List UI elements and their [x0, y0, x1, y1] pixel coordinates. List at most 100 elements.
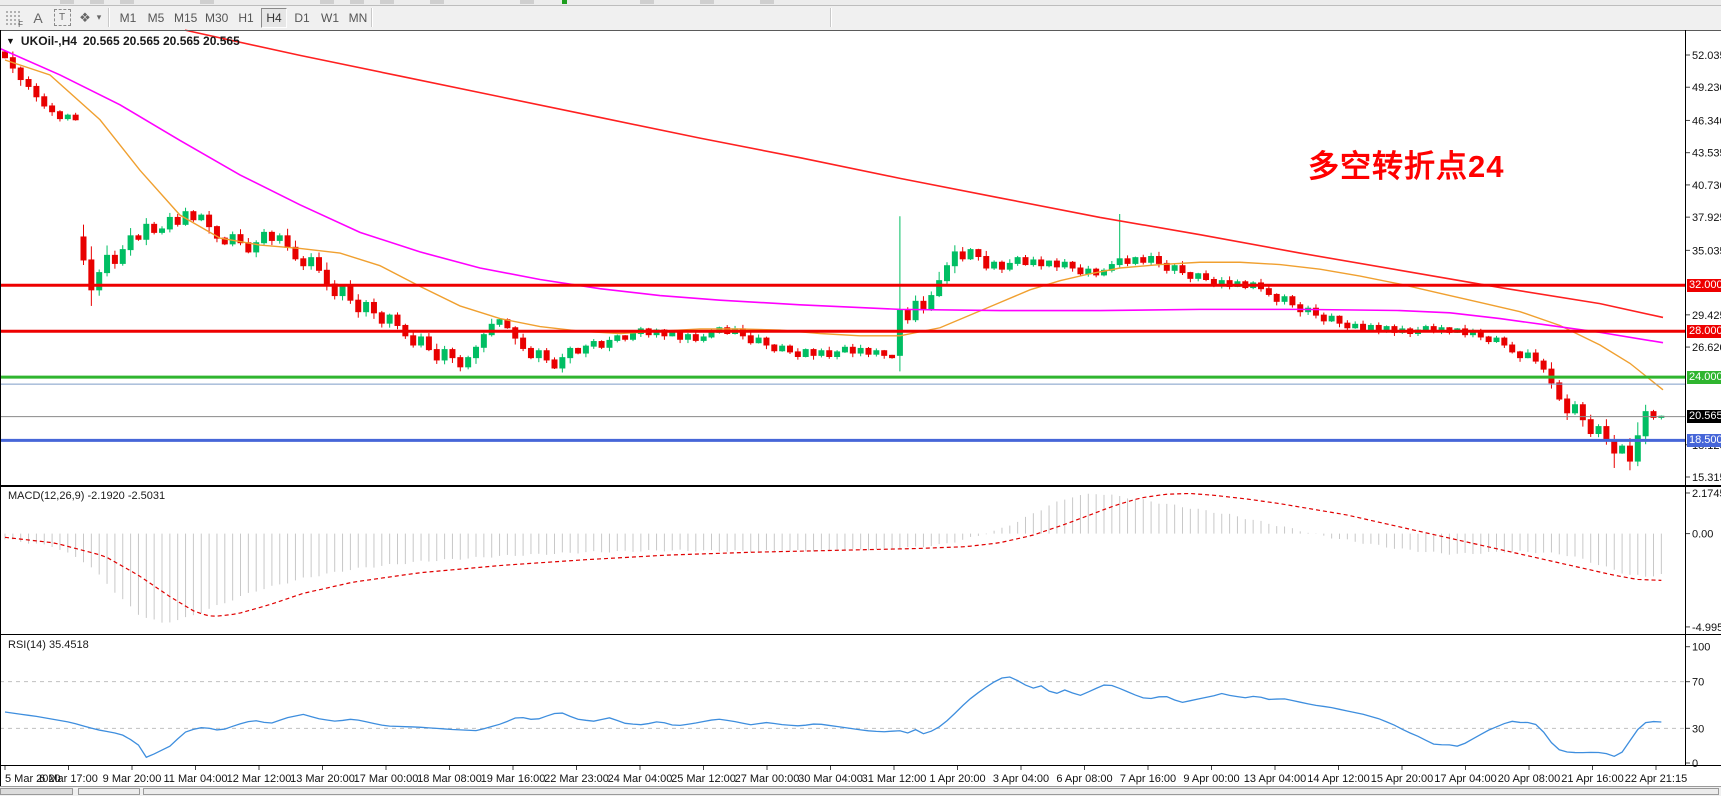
- toolbar-sliver-mark: [640, 0, 654, 4]
- text-box-icon[interactable]: T: [52, 8, 72, 27]
- toolbar-sliver-mark: [320, 0, 334, 4]
- scroll-track[interactable]: [143, 788, 1719, 795]
- price-tick: 29.425: [1692, 310, 1721, 322]
- time-label: 1 Apr 20:00: [929, 773, 985, 785]
- time-label: 22 Apr 21:15: [1625, 773, 1687, 785]
- rsi-tick: 70: [1692, 677, 1704, 689]
- toolbar-sliver-mark: [60, 0, 74, 4]
- rsi-value: 35.4518: [48, 639, 89, 651]
- candles-layer: [2, 51, 1665, 471]
- time-label: 7 Apr 16:00: [1120, 773, 1176, 785]
- timeframe-button-mn[interactable]: MN: [348, 11, 368, 25]
- price-badge-28.000: 28.000: [1687, 324, 1721, 338]
- price-tick: 46.340: [1692, 115, 1721, 127]
- timeframe-button-m1[interactable]: M1: [119, 11, 137, 25]
- toolbar-separator: [371, 8, 373, 27]
- price-tick: 26.620: [1692, 342, 1721, 354]
- ma-mid-line: [0, 47, 1664, 344]
- price-tick: 49.230: [1692, 82, 1721, 94]
- time-label: 6 Mar 17:00: [39, 773, 98, 785]
- symbol-period-label: UKOil-,H4: [20, 34, 77, 48]
- charts-grid-icon[interactable]: F: [3, 8, 23, 29]
- time-label: 18 Mar 08:00: [417, 773, 482, 785]
- bull-bear-turning-point-annotation: 多空转折点24: [1308, 149, 1505, 184]
- time-label: 12 Mar 12:00: [227, 773, 292, 785]
- toolbar-sliver-mark: [430, 0, 444, 4]
- price-badge-20.565: 20.565: [1687, 410, 1721, 424]
- time-label: 20 Apr 08:00: [1498, 773, 1560, 785]
- time-label: 17 Apr 04:00: [1434, 773, 1496, 785]
- price-tick: 52.035: [1692, 50, 1721, 62]
- time-label: 6 Apr 08:00: [1056, 773, 1112, 785]
- toolbar-sliver-mark: [90, 0, 104, 4]
- macd-histogram: [4, 493, 1662, 623]
- macd-signal-line: [4, 492, 1662, 617]
- time-label: 9 Apr 00:00: [1183, 773, 1239, 785]
- time-label: 30 Mar 04:00: [798, 773, 863, 785]
- rsi-indicator-label: RSI(14) 35.4518: [8, 639, 89, 651]
- price-tick: 43.535: [1692, 148, 1721, 160]
- timeframe-button-d1[interactable]: D1: [294, 11, 310, 25]
- price-tick: 40.730: [1692, 180, 1721, 192]
- ma-fast-line: [4, 59, 1664, 391]
- macd-tick: 0.00: [1692, 529, 1713, 541]
- toolbar-sliver-indicator: [562, 0, 567, 4]
- timeframe-button-w1[interactable]: W1: [321, 11, 339, 25]
- price-badge-18.500: 18.500: [1687, 433, 1721, 447]
- timeframe-button-m15[interactable]: M15: [174, 11, 198, 25]
- price-badge-24.000: 24.000: [1687, 370, 1721, 384]
- macd-values: -2.1920 -2.5031: [87, 490, 166, 502]
- time-label: 9 Mar 20:00: [103, 773, 162, 785]
- bottom-scroll-strip[interactable]: [0, 786, 1721, 796]
- ma-slow-line: [184, 29, 1664, 319]
- timeframe-button-m5[interactable]: M5: [147, 11, 165, 25]
- shapes-dropdown-caret[interactable]: ▾: [96, 12, 102, 22]
- rsi-name: RSI(14): [8, 639, 46, 651]
- upper-toolbar-sliver: [0, 0, 1721, 6]
- time-label: 11 Mar 04:00: [163, 773, 227, 785]
- ohlc-values: 20.565 20.565 20.565 20.565: [82, 34, 240, 48]
- toolbar-sliver-mark: [760, 0, 774, 4]
- time-label: 13 Mar 20:00: [290, 773, 355, 785]
- timeframe-button-h4[interactable]: H4: [261, 8, 287, 28]
- scroll-thumb[interactable]: [0, 788, 73, 795]
- time-label: 27 Mar 00:00: [735, 773, 800, 785]
- timeframe-button-h1[interactable]: H1: [238, 11, 254, 25]
- price-tick: 37.925: [1692, 212, 1721, 224]
- time-label: 19 Mar 16:00: [481, 773, 546, 785]
- time-label: 15 Apr 20:00: [1371, 773, 1433, 785]
- time-label: 14 Apr 12:00: [1307, 773, 1369, 785]
- toolbar-separator: [108, 8, 110, 27]
- text-label-icon[interactable]: A: [33, 9, 43, 26]
- toolbar-sliver-mark: [120, 0, 134, 4]
- rsi-line: [4, 676, 1662, 759]
- scroll-segment[interactable]: [78, 788, 140, 795]
- toolbar-sliver-mark: [700, 0, 714, 4]
- rsi-tick: 30: [1692, 723, 1704, 735]
- price-tick: 15.315: [1692, 472, 1721, 484]
- macd-tick: -4.9955: [1692, 622, 1721, 634]
- timeframe-button-m30[interactable]: M30: [205, 11, 229, 25]
- macd-tick: 2.1745: [1692, 488, 1721, 500]
- chart-toolbar: F A T ❖ ▾ M1 M5 M15 M30 H1 H4 D1 W1 MN: [0, 6, 1721, 31]
- toolbar-sliver-mark: [520, 0, 534, 4]
- shapes-icon[interactable]: ❖: [79, 9, 91, 25]
- chart-menu-caret-icon[interactable]: ▼: [6, 36, 15, 46]
- rsi-tick: 0: [1692, 758, 1698, 770]
- macd-name: MACD(12,26,9): [8, 490, 85, 502]
- time-label: 17 Mar 00:00: [354, 773, 419, 785]
- time-label: 22 Mar 23:00: [544, 773, 609, 785]
- time-label: 25 Mar 12:00: [671, 773, 736, 785]
- macd-indicator-label: MACD(12,26,9) -2.1920 -2.5031: [8, 490, 165, 502]
- toolbar-sliver-mark: [380, 0, 394, 4]
- price-badge-32.000: 32.000: [1687, 278, 1721, 292]
- chart-title-overlay: ▼ UKOil-,H4 20.565 20.565 20.565 20.565: [6, 34, 240, 48]
- time-label: 31 Mar 12:00: [862, 773, 927, 785]
- toolbar-sliver-mark: [200, 0, 214, 4]
- rsi-tick: 100: [1692, 642, 1710, 654]
- toolbar-sliver-mark: [350, 0, 364, 4]
- toolbar-separator: [830, 8, 832, 27]
- time-label: 13 Apr 04:00: [1244, 773, 1306, 785]
